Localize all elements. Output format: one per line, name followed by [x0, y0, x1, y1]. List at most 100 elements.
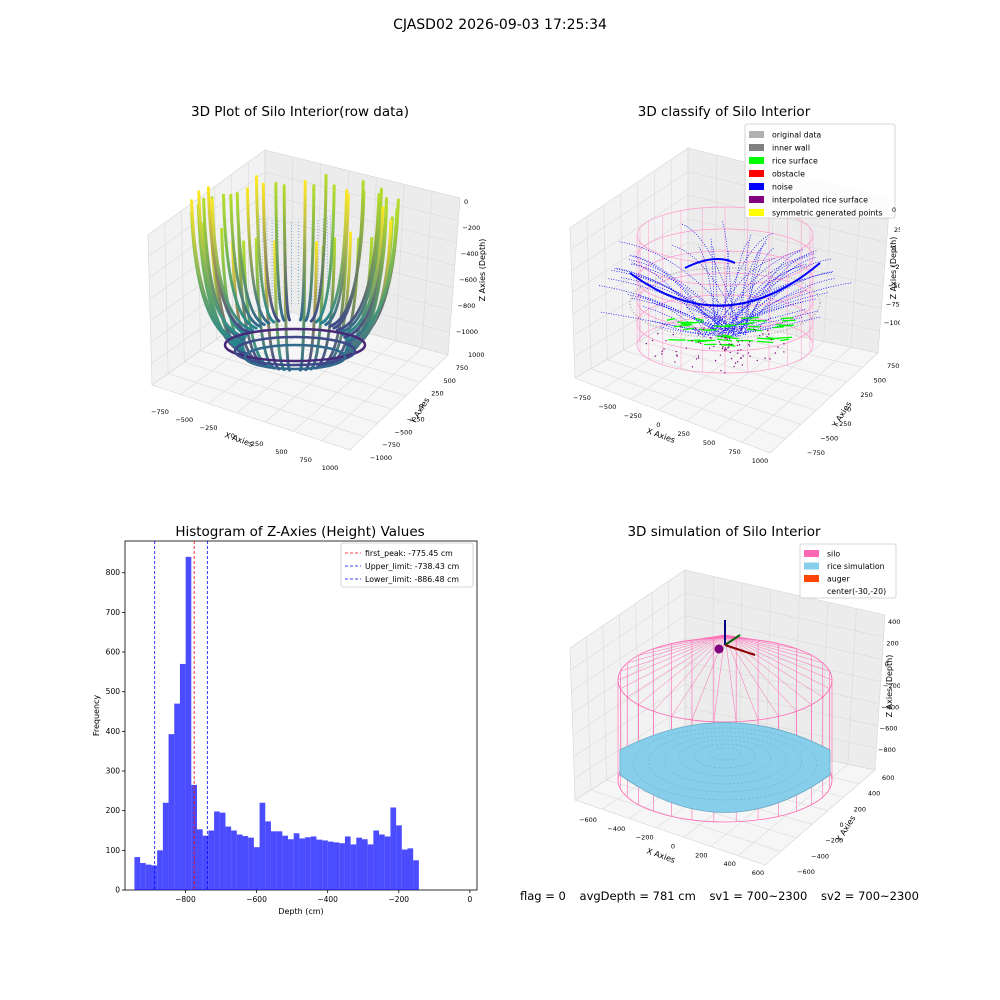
sim-grid	[684, 683, 878, 727]
histogram-bar	[174, 703, 180, 890]
sim-auger-arrow	[724, 644, 756, 656]
raw-x-tick-label: 500	[275, 448, 287, 456]
cls-interpolated-point	[754, 328, 756, 331]
raw-point-stripe	[197, 190, 247, 339]
sim-silo-roof-line	[620, 634, 726, 672]
histogram-bar	[242, 836, 249, 890]
cls-interpolated-point	[733, 365, 735, 368]
cls-interpolated-point	[654, 355, 657, 357]
raw-grid	[148, 171, 266, 257]
raw-z-tick-label: −200	[462, 224, 480, 232]
cls-interpolated-point	[672, 333, 674, 336]
cls-rice-surface	[687, 339, 701, 342]
cls-grid	[658, 329, 770, 411]
sim-legend-label: center(-30,-20)	[827, 587, 886, 596]
sim-grid	[635, 603, 639, 761]
sim-grid	[618, 614, 623, 771]
raw-grid	[321, 347, 423, 441]
cls-interpolated-point	[703, 327, 705, 329]
cls-z-tick-label: 0	[892, 206, 896, 214]
sim-grid	[570, 592, 686, 670]
raw-point-stripe	[221, 193, 258, 330]
cls-interpolated-point	[766, 335, 768, 338]
cls-rice-surface	[767, 336, 779, 340]
sim-grid	[684, 661, 880, 704]
cls-noise-ray	[631, 262, 708, 337]
cls-grid	[687, 218, 885, 265]
histogram-bar	[270, 831, 277, 890]
cls-rice-surface	[713, 325, 731, 328]
histogram-bar	[305, 837, 311, 890]
sim-y-tick-label: 200	[854, 805, 866, 813]
cls-rice-surface	[680, 323, 693, 326]
y-tick-label: 200	[106, 806, 121, 815]
cls-interpolated-point	[694, 328, 697, 330]
cls-interpolated-point	[685, 347, 687, 349]
cls-interpolated-point	[724, 348, 726, 351]
sim-rice-mesh	[648, 731, 802, 793]
cls-noise-ray	[631, 274, 732, 334]
raw-point-stripe	[282, 184, 292, 322]
cls-interpolated-point	[724, 337, 726, 339]
sim-grid	[590, 789, 781, 852]
sim-grid	[684, 615, 883, 660]
raw-grid	[200, 350, 393, 410]
cls-interpolated-point	[691, 366, 694, 368]
cls-noise-ray	[633, 255, 716, 331]
y-tick-label: 0	[115, 886, 120, 895]
sim-z-axis-label: Z Axies (Depth)	[885, 655, 894, 718]
sim-grid	[684, 706, 877, 749]
cls-legend-label: symmetric generated points	[772, 209, 883, 218]
legend-box	[340, 542, 474, 588]
cls-interpolated-point	[783, 343, 785, 345]
raw-point-stripe	[261, 182, 281, 323]
cls-legend-label: rice surface	[772, 157, 818, 166]
sim-silo-roof-line	[653, 634, 726, 650]
cls-grid	[571, 194, 689, 272]
sim-center-marker	[714, 644, 724, 654]
cls-interpolated-point	[740, 348, 742, 351]
raw-y-tick-label: 500	[444, 377, 456, 385]
cls-interpolated-point	[734, 362, 737, 364]
cls-rice-surface	[780, 317, 794, 320]
cls-rice-surface	[741, 316, 760, 320]
cls-legend-swatch	[749, 157, 764, 164]
raw-y-tick-label: −500	[395, 428, 413, 436]
cls-z-tick-label: −1000	[884, 319, 900, 327]
histogram-bar	[390, 807, 397, 890]
raw-point-stripe	[304, 184, 316, 322]
cls-grid	[714, 155, 718, 319]
sim-legend-label: auger	[827, 575, 850, 584]
raw-grid	[290, 156, 294, 313]
cls-interpolated-point	[713, 345, 715, 348]
cls-interpolated-point	[665, 340, 667, 342]
x-tick-label: −400	[317, 895, 338, 904]
sim-legend-label: rice simulation	[827, 562, 885, 571]
cls-noise-ray	[724, 250, 730, 331]
cls-grid	[653, 170, 657, 332]
x-axis-label: Depth (cm)	[278, 907, 323, 916]
cls-interpolated-point	[728, 343, 730, 345]
cls-interpolated-point	[697, 334, 700, 336]
histogram-bar	[179, 663, 186, 890]
cls-interpolated-point	[698, 341, 700, 343]
cls-y-tick-label: −250	[834, 420, 852, 428]
raw-z-tick-label: 0	[464, 198, 468, 206]
cls-noise-ray	[729, 282, 852, 329]
cls-interpolated-point	[697, 355, 700, 357]
sim-y-tick-label: −600	[797, 868, 815, 876]
sim-x-tick-label: −600	[579, 816, 597, 824]
cls-interpolated-point	[728, 338, 731, 340]
sim-y-tick-label: −200	[825, 837, 843, 845]
x-tick-label: −800	[175, 895, 196, 904]
histogram-bar	[333, 842, 340, 890]
cls-interpolated-point	[657, 332, 659, 335]
cls-legend-swatch	[749, 144, 764, 151]
raw-point-stripe	[332, 180, 365, 330]
sim-z-tick-label: 0	[885, 661, 889, 669]
x-tick-label: −600	[246, 895, 267, 904]
cls-interpolated-point	[747, 352, 750, 354]
cls-legend-box	[744, 123, 896, 219]
sv2-value: sv2 = 700~2300	[821, 889, 919, 903]
sim-x-tick-label: 400	[723, 860, 735, 868]
